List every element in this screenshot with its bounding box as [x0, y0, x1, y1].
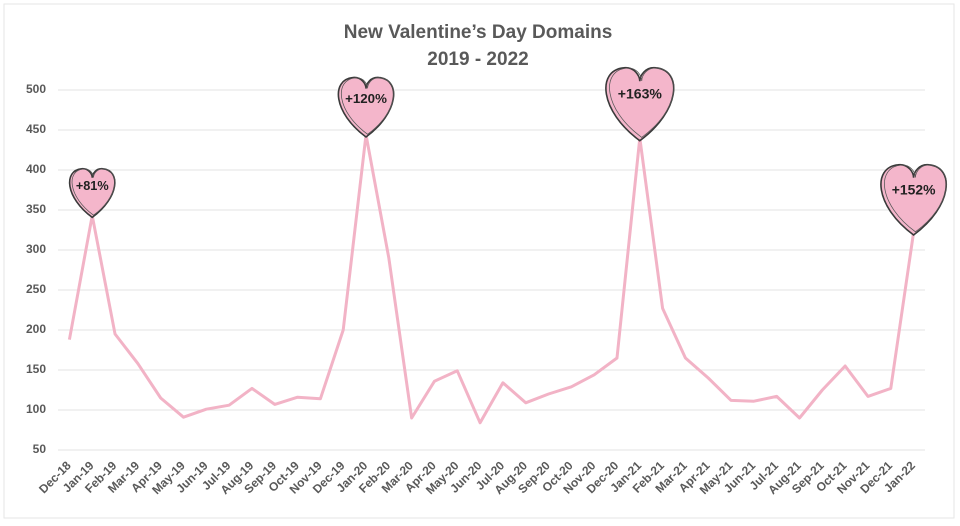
y-tick-label: 400: [26, 162, 46, 176]
heart-annotation: +163%: [605, 66, 675, 142]
chart-title: New Valentine’s Day Domains: [344, 22, 613, 43]
y-tick-label: 300: [26, 242, 46, 256]
annotation-label: +81%: [76, 179, 109, 193]
y-tick-label: 350: [26, 202, 46, 216]
heart-annotation: +152%: [880, 163, 947, 236]
heart-annotation: +81%: [68, 167, 116, 219]
chart-frame: [3, 3, 955, 519]
y-tick-label: 200: [26, 322, 46, 336]
heart-annotation: +120%: [337, 76, 395, 138]
y-tick-label: 100: [26, 402, 46, 416]
y-tick-label: 250: [26, 282, 46, 296]
y-tick-label: 50: [33, 442, 47, 456]
annotation-label: +163%: [618, 86, 663, 102]
heart-sketch: [341, 77, 395, 135]
heart: [605, 66, 675, 142]
heart-sketch: [609, 67, 675, 138]
y-tick-label: 450: [26, 122, 46, 136]
annotation-label: +152%: [892, 181, 936, 197]
y-tick-label: 500: [26, 82, 46, 96]
y-tick-label: 150: [26, 362, 46, 376]
heart: [337, 76, 395, 138]
heart: [880, 163, 947, 236]
annotation-label: +120%: [345, 91, 387, 106]
chart-subtitle: 2019 - 2022: [427, 49, 528, 70]
data-line: [67, 133, 916, 425]
